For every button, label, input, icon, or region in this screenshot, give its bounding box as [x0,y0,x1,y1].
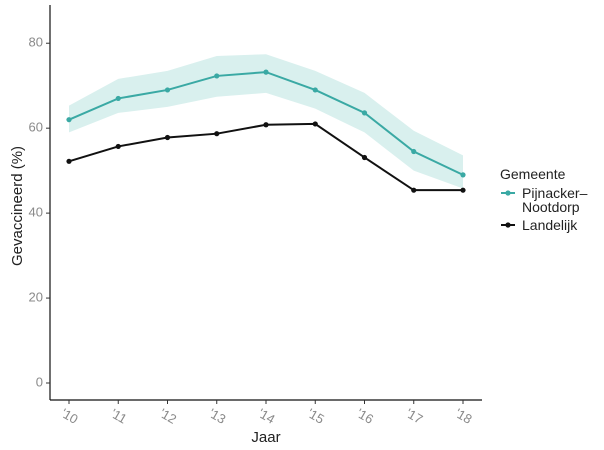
data-point [115,143,121,150]
legend-item: Pijnacker–Nootdorp [500,185,588,215]
x-tick-label: '11 [108,406,129,427]
y-tick-label: 80 [29,35,43,50]
data-point [312,87,318,93]
legend-dot [505,222,511,228]
data-point [214,73,220,79]
x-tick-label: '14 [255,405,277,426]
legend-swatch [501,190,515,196]
x-axis-label: Jaar [251,429,280,446]
data-point [411,187,417,193]
y-tick-label: 40 [29,205,43,220]
data-point [66,158,72,164]
x-tick-label: '16 [354,405,376,426]
legend-title: Gemeente [500,166,566,182]
y-tick-label: 20 [29,290,43,305]
y-tick-label: 60 [29,120,43,135]
data-point [312,121,318,127]
legend-label: Landelijk [522,217,578,233]
x-tick-label: '10 [58,405,80,426]
legend-dot [505,190,511,196]
x-tick-label: '17 [403,405,425,426]
legend-label: Pijnacker–Nootdorp [522,185,588,215]
data-point [263,122,269,128]
data-point [164,87,171,93]
data-point [66,117,72,123]
x-tick-label: '15 [305,405,327,426]
x-tick-label: '18 [452,405,474,426]
data-point [361,154,368,161]
data-point [460,187,466,193]
x-tick-label: '13 [206,405,228,426]
data-point [361,110,368,116]
x-tick-label: '12 [157,405,179,426]
legend: Gemeente Pijnacker–Nootdorp Landelijk [500,166,588,232]
y-axis-label: Gevaccineerd (%) [9,146,26,266]
data-point [411,148,417,155]
data-point [214,131,220,137]
legend-item: Landelijk [500,218,584,232]
data-point [115,95,121,102]
data-point [263,69,269,75]
data-point [460,172,466,178]
data-point [164,134,171,141]
y-tick-label: 0 [36,374,43,389]
legend-swatch [501,222,515,228]
